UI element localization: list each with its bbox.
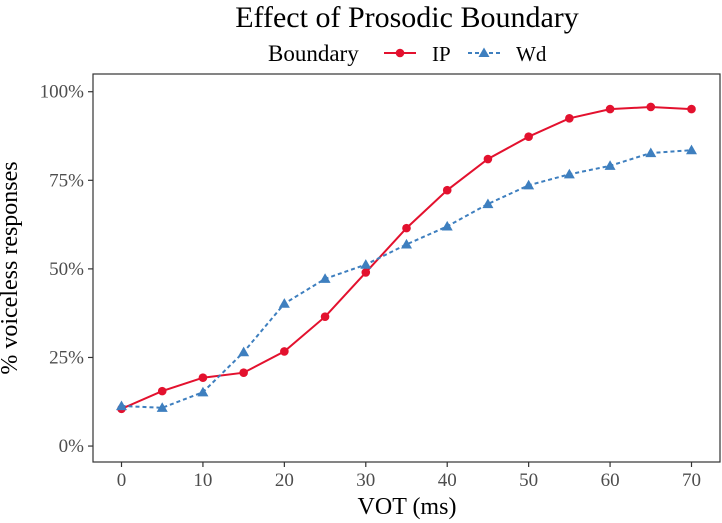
y-tick-label: 75% [49,170,84,191]
data-point-ip [239,368,248,378]
series-line-wd [121,149,692,409]
y-axis: 0% 25% 50% 75% 100% [40,82,93,457]
y-tick-label: 0% [59,436,85,457]
data-point-wd [604,160,616,170]
data-point-wd [482,198,494,209]
data-point-wd [401,238,412,249]
x-tick-label: 30 [356,470,375,491]
x-tick-label: 0 [117,470,127,491]
data-point-ip [646,102,656,112]
x-tick-label: 20 [275,470,294,491]
data-point-wd [278,298,290,308]
x-tick-label: 10 [193,470,212,491]
data-point-wd [197,386,209,397]
data-point-wd [523,179,535,190]
legend-label-ip: IP [432,42,451,66]
legend-key-wd-marker [478,47,490,57]
data-point-ip [605,104,615,114]
data-point-wd [441,220,453,231]
chart-title: Effect of Prosodic Boundary [235,1,579,34]
x-axis: 0 10 20 30 40 50 60 70 [117,462,701,491]
legend-item-ip: IP [384,42,451,66]
data-point-ip [157,386,167,396]
data-point-wd [156,402,168,412]
y-tick-label: 25% [49,347,84,368]
data-point-ip [442,185,452,195]
data-point-ip [483,154,493,164]
data-point-ip [565,113,574,123]
data-point-wd [645,147,657,158]
data-point-ip [402,223,411,233]
data-point-wd [319,273,331,283]
data-point-wd [563,168,575,179]
x-tick-label: 70 [682,470,701,491]
legend-item-wd: Wd [468,42,547,66]
data-point-ip [361,268,371,277]
data-point-wd [116,400,127,411]
data-point-ip [687,104,696,114]
data-point-ip [280,347,289,356]
x-tick-label: 50 [519,470,538,491]
y-axis-label: % voiceless responses [0,161,23,374]
y-tick-label: 50% [49,259,84,280]
series-line-ip [121,105,692,410]
legend: Boundary IP Wd [268,41,547,66]
x-tick-label: 40 [438,470,457,491]
data-point-wd [360,259,372,269]
x-tick-label: 60 [601,470,620,491]
data-point-wd [238,346,250,357]
legend-key-ip-marker [395,48,405,58]
x-axis-label: VOT (ms) [358,494,457,520]
plot-data [116,102,697,414]
legend-label-wd: Wd [516,42,547,66]
y-tick-label: 100% [40,82,85,103]
data-point-ip [320,312,330,322]
data-point-wd [686,144,697,155]
data-point-ip [198,373,208,382]
data-point-ip [524,132,533,142]
legend-title: Boundary [268,41,359,66]
plot-panel [92,73,721,463]
